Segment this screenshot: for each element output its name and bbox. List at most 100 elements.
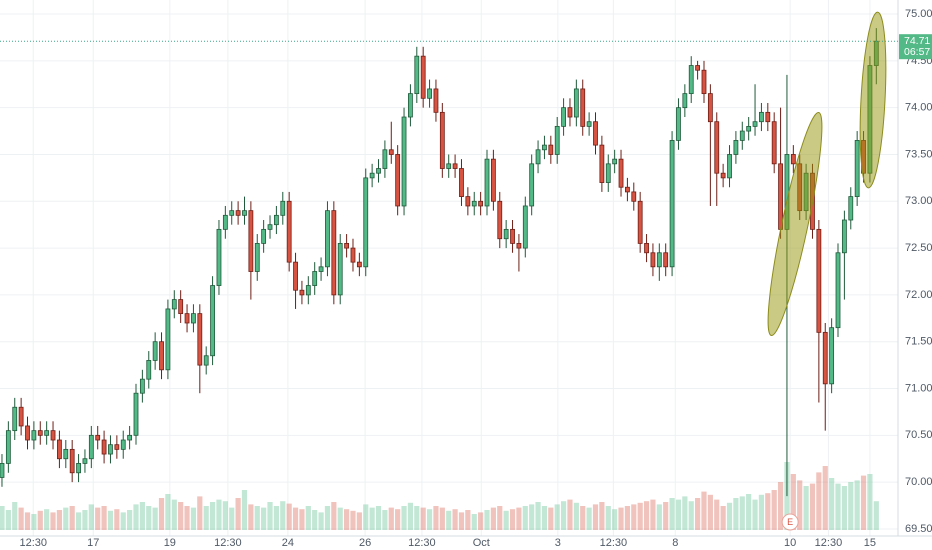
volume-bar [375, 506, 382, 530]
x-tick-label: 12:30 [214, 537, 242, 549]
volume-bar [426, 509, 433, 530]
candle-body [76, 463, 81, 474]
candle-body [50, 430, 56, 441]
volume-bar [382, 510, 388, 530]
volume-bar [605, 506, 611, 530]
volume-bar [69, 506, 75, 530]
volume-bar [171, 499, 177, 530]
candle-body [235, 210, 241, 216]
candle-body [631, 191, 637, 202]
candle-body [573, 88, 579, 118]
y-tick-label: 71.50 [905, 336, 932, 348]
candle-body [599, 144, 605, 183]
candle-body [759, 111, 764, 123]
volume-bar [114, 509, 120, 530]
candle-body [835, 252, 841, 329]
volume-bar [107, 510, 114, 530]
volume-bar [497, 506, 503, 530]
candle-body [510, 228, 515, 244]
candle-body [471, 200, 477, 207]
volume-bar [726, 502, 733, 530]
candle-body [618, 158, 624, 188]
candle-body [382, 149, 388, 169]
y-tick-label: 74.00 [905, 102, 932, 114]
volume-bar [560, 501, 567, 530]
axes: 69.50 70.00 70.50 71.00 71.50 72.00 72.50 73.00… [0, 8, 932, 549]
volume-bar [44, 509, 50, 530]
candle-body [5, 430, 11, 464]
volume-bar [458, 512, 465, 530]
volume-bar [631, 504, 637, 530]
volume-bar [133, 504, 139, 530]
volume-bar [356, 512, 362, 530]
volume-bar [248, 504, 254, 530]
candle-body [656, 252, 662, 268]
candle-body [771, 121, 777, 165]
x-tick-label: 19 [164, 537, 176, 549]
volume-bar [318, 512, 324, 530]
volume-bar [714, 499, 720, 530]
candle-body [605, 163, 611, 183]
candle-body [203, 355, 209, 366]
candle-body [37, 430, 43, 436]
volume-bar [688, 501, 694, 530]
candle-body [280, 200, 286, 216]
volume-bar [624, 506, 631, 530]
volume-bar [82, 510, 88, 530]
candle-body [727, 154, 732, 179]
candle-body [229, 210, 235, 216]
volume-bar [765, 493, 771, 530]
candle-body [369, 172, 375, 179]
event-marker-label: E [787, 517, 793, 527]
volume-bar [465, 510, 471, 530]
x-tick-label: 15 [864, 537, 876, 549]
candle-body [465, 196, 471, 207]
x-tick-label: 12:30 [600, 537, 628, 549]
volume-bar [178, 502, 184, 530]
candle-body [171, 299, 177, 310]
volume-bar [535, 502, 541, 530]
volume-bar [529, 504, 535, 530]
volume-bar [254, 506, 260, 530]
volume-bar [809, 483, 816, 530]
x-tick-label: 12:30 [408, 537, 436, 549]
x-tick-label: 12:30 [19, 537, 47, 549]
volume-bar [139, 502, 145, 530]
candle-body [841, 219, 847, 254]
candle-body [274, 214, 279, 226]
y-tick-label: 72.00 [905, 289, 932, 301]
candle-body [637, 200, 643, 244]
volume-bar [197, 496, 203, 530]
candle-body [554, 125, 560, 155]
candle-body [88, 434, 94, 460]
candle-body [299, 289, 305, 296]
volume-bar [63, 507, 69, 530]
candle-body [18, 406, 24, 427]
candle-body [625, 186, 630, 193]
x-tick-label: 8 [672, 537, 678, 549]
volume-bar [158, 498, 165, 530]
volume-bar [363, 504, 369, 530]
volume-bar [222, 501, 228, 530]
candle-body [452, 163, 458, 169]
volume-bar [554, 504, 560, 530]
volume-bar [273, 506, 280, 530]
candle-body [829, 327, 835, 385]
volume-bar [835, 483, 841, 530]
volume-bar [209, 502, 216, 530]
candle-body [427, 88, 432, 99]
candle-body [401, 116, 407, 207]
volume-bar [746, 494, 752, 530]
volume-bar [797, 480, 803, 530]
volume-bar [401, 506, 407, 530]
candle-body [178, 299, 184, 315]
volume-bar [841, 486, 847, 530]
volume-bar [229, 507, 235, 530]
volume-bar [478, 512, 484, 530]
volume-bar [548, 507, 554, 530]
volume-bar [31, 514, 37, 530]
candle-body [478, 200, 484, 207]
volume-bar [324, 506, 331, 530]
candle-body [267, 224, 273, 230]
highlight-ellipse [859, 11, 887, 189]
